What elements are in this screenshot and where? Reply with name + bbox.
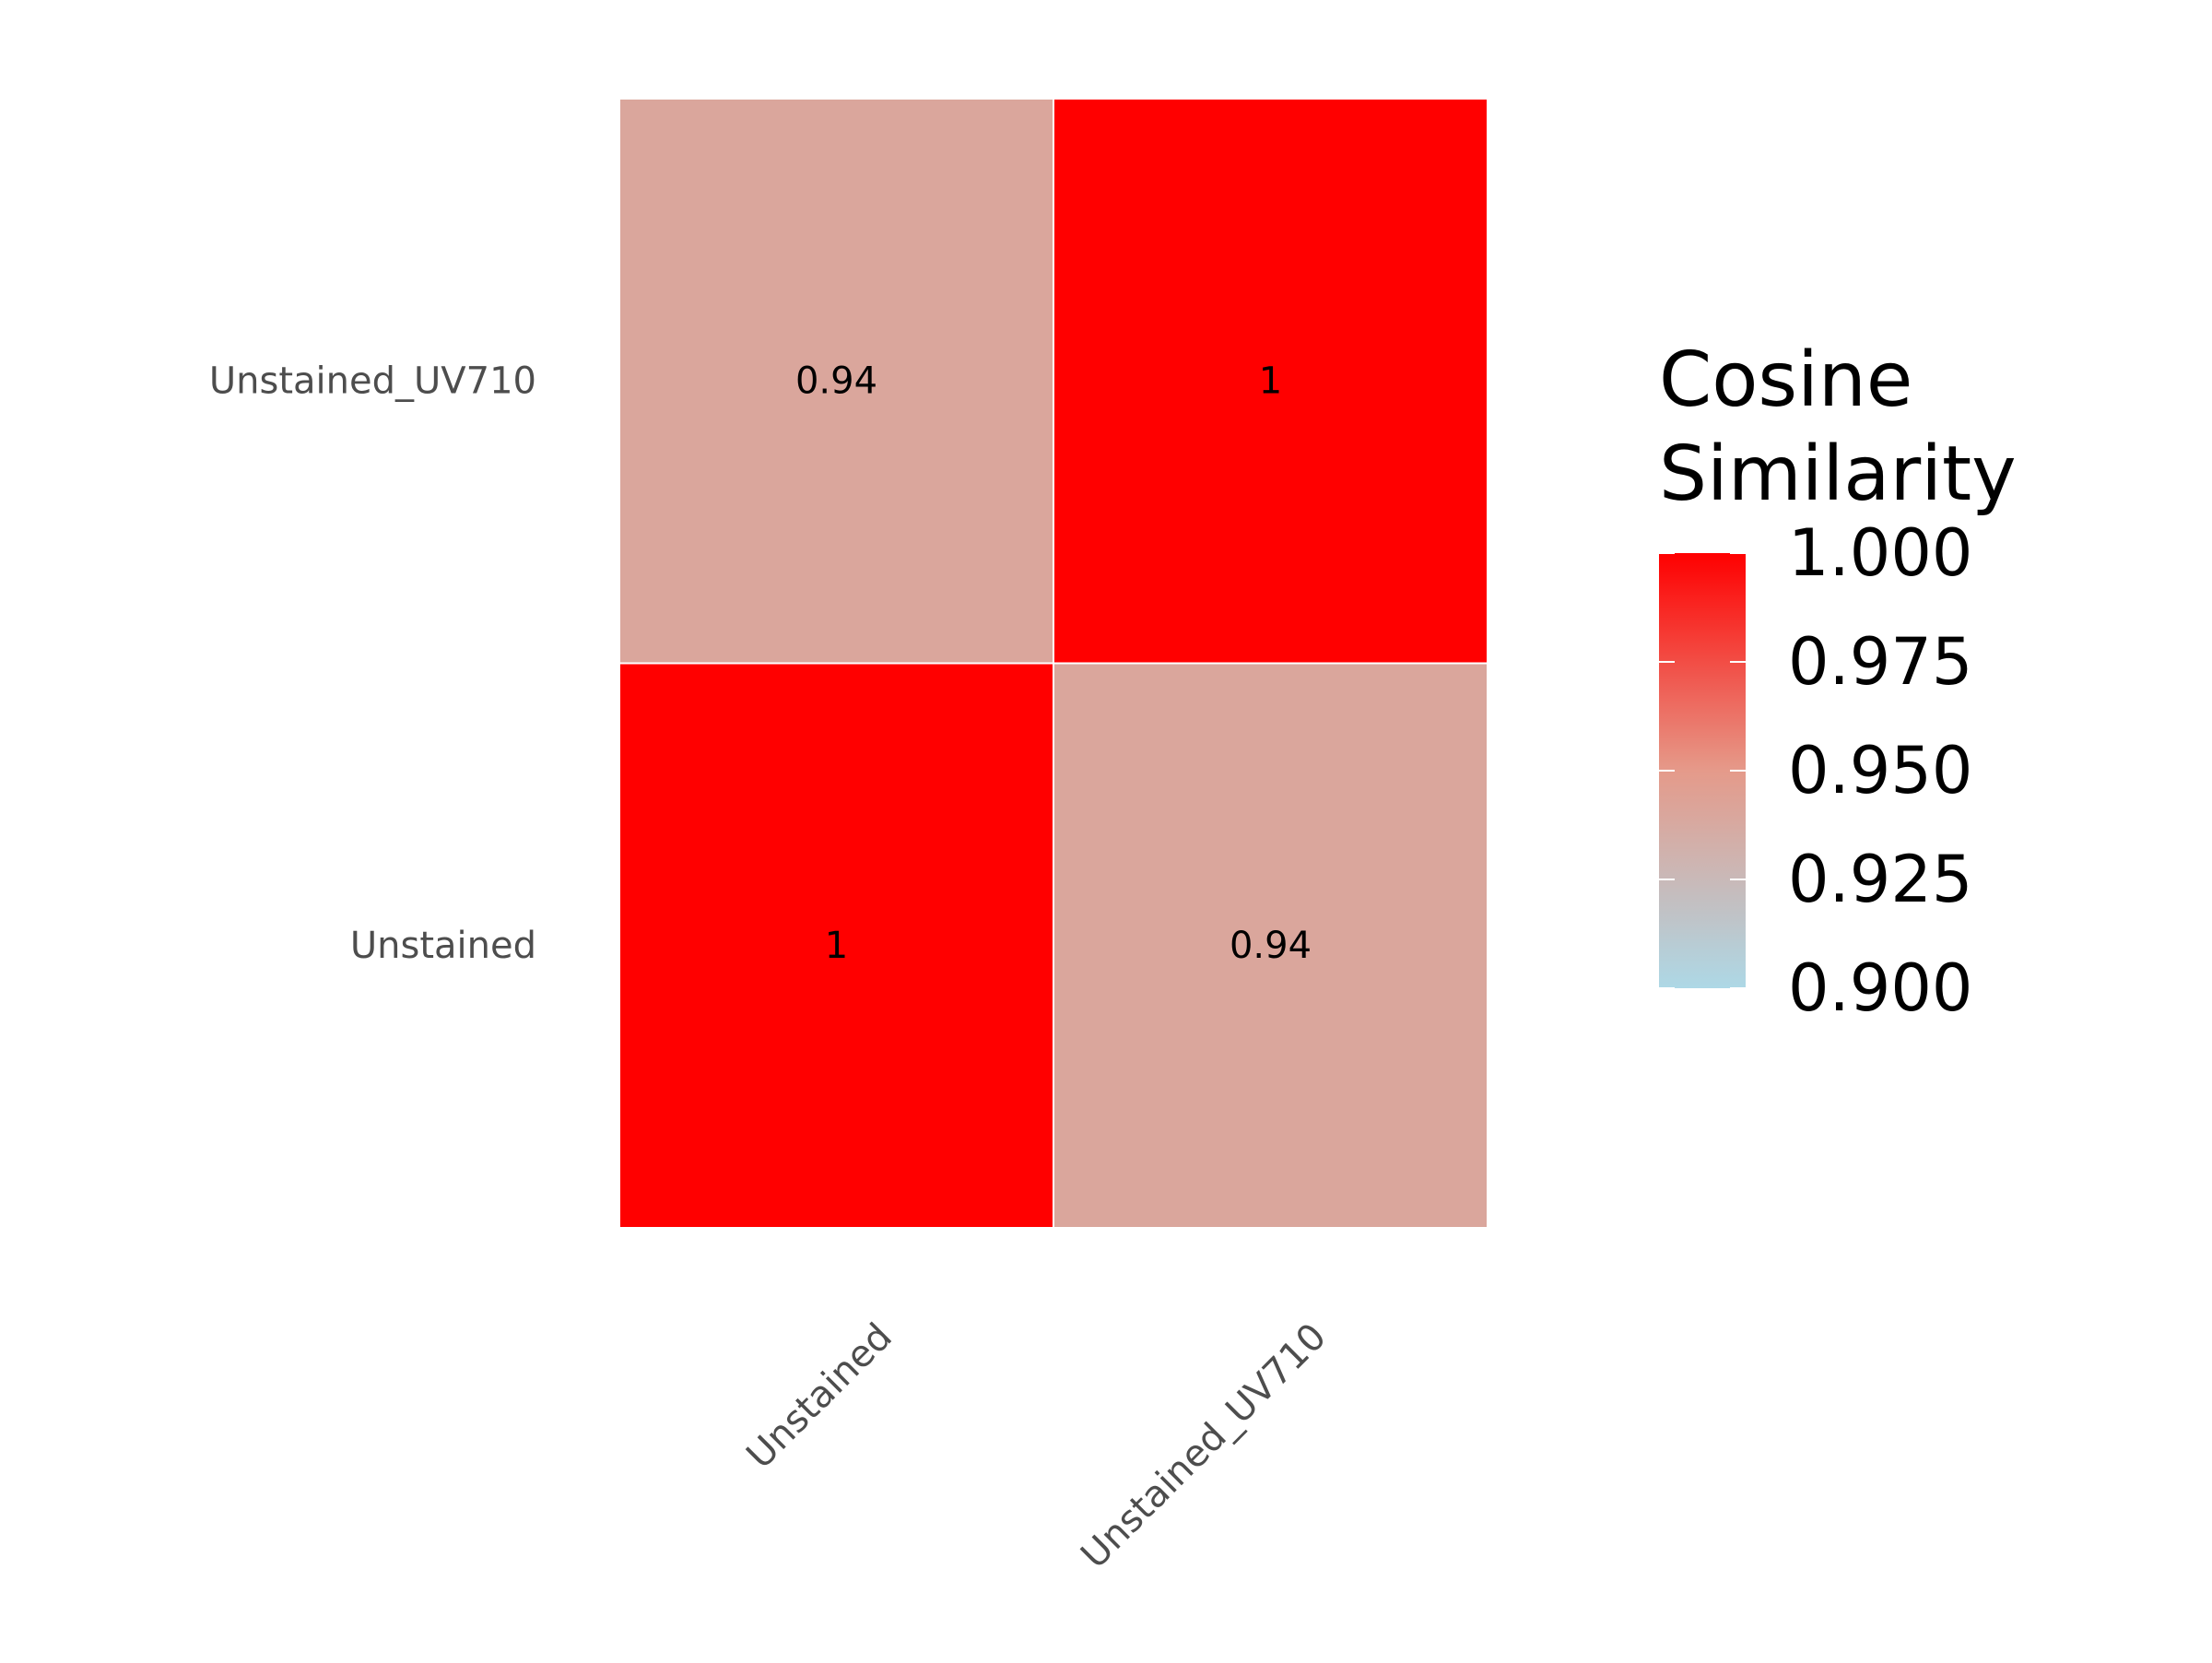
x-axis: Unstained Unstained_UV710 [738,1315,1334,1577]
heatmap-cell-unstained-uv710-unstained-uv710 [1053,98,1488,665]
colorbar-tick-label: 0.950 [1788,733,1972,808]
colorbar-tick-label: 0.975 [1788,624,1972,700]
heatmap-cell-unstained-unstained-uv710 [618,98,1054,665]
colorbar-tick-label: 1.000 [1788,515,1972,591]
heatmap-cells [618,98,1488,1229]
colorbar-tick-label: 0.900 [1788,950,1972,1026]
y-tick-label: Unstained_UV710 [209,360,536,402]
heatmap-cell-unstained-unstained [618,662,1054,1229]
x-tick-label: Unstained [738,1315,900,1477]
legend-title-line: Cosine [1659,336,1912,424]
x-tick-label: Unstained_UV710 [1073,1315,1335,1577]
y-tick-label: Unstained [350,925,536,967]
heatmap-cell-unstained-uv710-unstained [1053,662,1488,1229]
cell-value-label: 1 [825,925,848,967]
heatmap-cell-labels: 1 0.94 0.94 1 [795,360,1312,967]
cell-value-label: 0.94 [795,360,877,402]
cell-value-label: 1 [1259,360,1282,402]
y-axis: Unstained Unstained_UV710 [209,360,536,967]
legend-title-line: Similarity [1659,430,2017,518]
cell-value-label: 0.94 [1230,925,1312,967]
colorbar-tick-label: 0.925 [1788,842,1972,917]
